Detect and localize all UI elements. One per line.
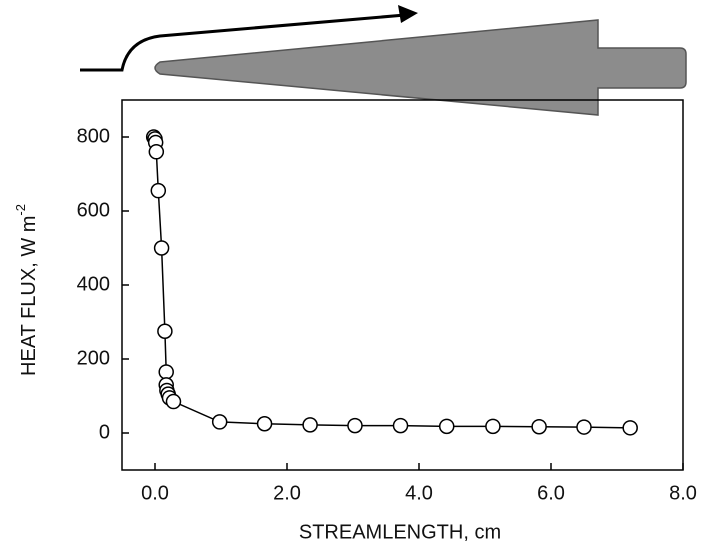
data-point xyxy=(302,417,318,433)
data-point xyxy=(157,323,173,339)
data-point xyxy=(576,419,592,435)
data-point xyxy=(153,240,170,256)
data-point xyxy=(150,182,167,199)
series-line xyxy=(153,136,631,429)
y-tick-label: 800 xyxy=(77,125,110,147)
y-tick-label: 200 xyxy=(77,347,110,369)
x-tick-label: 8.0 xyxy=(669,482,697,504)
data-point xyxy=(211,414,228,430)
x-tick-label: 2.0 xyxy=(273,482,301,504)
flow-arrowhead xyxy=(398,5,418,23)
flow-line xyxy=(80,13,406,72)
x-axis-title: STREAMLENGTH, cm xyxy=(299,521,501,543)
data-point xyxy=(256,416,273,432)
airfoil-shape xyxy=(154,19,687,116)
data-point xyxy=(438,418,455,435)
y-tick-label: 0 xyxy=(99,421,110,443)
x-tick-label: 4.0 xyxy=(405,482,433,504)
data-point xyxy=(158,364,174,380)
data-point xyxy=(531,418,547,435)
y-axis-title-main: HEAT FLUX, W m xyxy=(18,216,40,376)
schematic xyxy=(80,5,687,116)
y-tick-label: 600 xyxy=(77,199,110,221)
data-point xyxy=(347,417,363,434)
y-axis-title-superscript: -2 xyxy=(13,204,28,216)
plot-frame xyxy=(121,99,684,471)
data-point xyxy=(165,393,182,410)
y-tick-label: 400 xyxy=(77,273,110,295)
data-point xyxy=(485,418,501,435)
data-point xyxy=(148,144,165,160)
x-tick-label: 0.0 xyxy=(141,482,169,504)
data-point xyxy=(622,420,638,436)
data-point xyxy=(392,417,409,434)
y-axis-title: HEAT FLUX, W m-2 xyxy=(13,204,40,376)
x-tick-label: 6.0 xyxy=(537,482,565,504)
